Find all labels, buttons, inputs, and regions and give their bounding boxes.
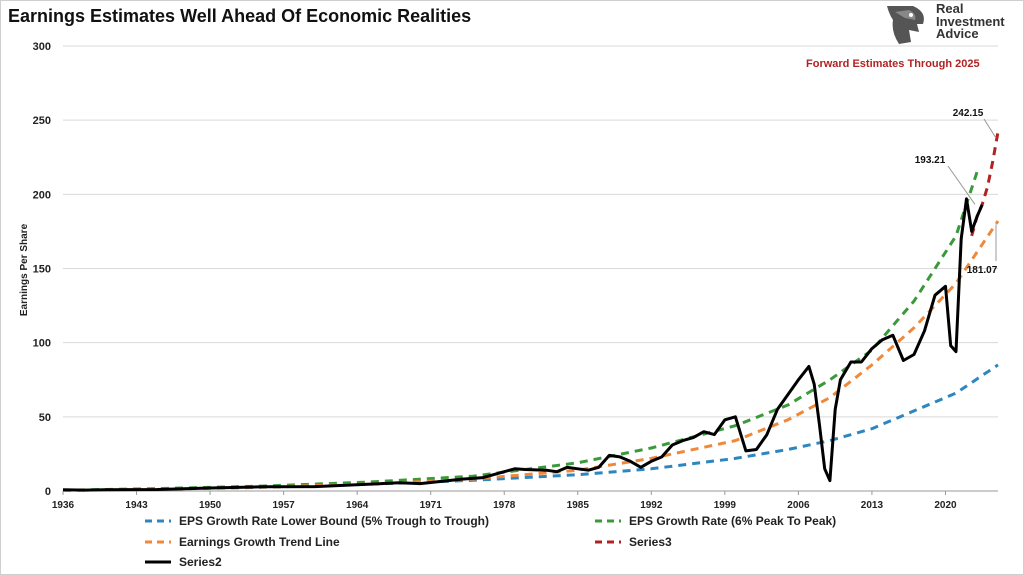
data-label: 181.07: [967, 265, 998, 276]
legend-swatch: [145, 540, 171, 544]
x-tick-label: 1957: [272, 500, 295, 511]
y-tick-label: 0: [45, 486, 51, 498]
data-label-leader: [983, 118, 997, 139]
x-tick-label: 1971: [420, 500, 443, 511]
data-label-leader: [947, 165, 976, 205]
series-line-series2: [62, 197, 984, 492]
y-tick-label: 250: [33, 115, 51, 127]
y-axis: 0 50 100 150 200 250 300: [33, 41, 51, 498]
logo-line-3: Advice: [936, 26, 979, 41]
legend-item: Series3: [595, 535, 672, 549]
gridlines: [63, 45, 998, 492]
legend-swatch: [145, 519, 171, 523]
legend-item: Earnings Growth Trend Line: [145, 535, 340, 549]
legend-swatch: [595, 519, 621, 523]
data-labels: 242.15 193.21 181.07: [915, 108, 998, 276]
x-tick-label: 1978: [493, 500, 516, 511]
x-axis: 1936 1943 1950 1957 1964 1971 1978 1985 1992 1999…: [52, 491, 957, 511]
x-tick-label: 1985: [567, 500, 590, 511]
x-tick-label: 1950: [199, 500, 222, 511]
eagle-head-icon: [887, 6, 924, 44]
x-tick-label: 1943: [125, 500, 148, 511]
x-tick-label: 2006: [787, 500, 810, 511]
logo: Real Investment Advice: [883, 2, 1013, 46]
y-tick-label: 150: [33, 264, 51, 276]
legend-item: EPS Growth Rate Lower Bound (5% Trough t…: [145, 514, 489, 528]
legend-swatch: [595, 540, 621, 544]
series-line-earnings-growth-trend-line: [62, 220, 1000, 492]
y-tick-label: 50: [39, 412, 51, 424]
x-tick-label: 1964: [346, 500, 369, 511]
y-tick-label: 200: [33, 189, 51, 201]
legend-item: Series2: [145, 555, 222, 569]
legend-label: EPS Growth Rate Lower Bound (5% Trough t…: [179, 514, 489, 528]
chart-title: Earnings Estimates Well Ahead Of Economi…: [8, 6, 472, 26]
legend-label: Earnings Growth Trend Line: [179, 535, 340, 549]
x-tick-label: 1936: [52, 500, 75, 511]
y-tick-label: 300: [33, 41, 51, 53]
legend-item: EPS Growth Rate (6% Peak To Peak): [595, 514, 836, 528]
logo-line-2: Investment: [936, 13, 1005, 29]
x-tick-label: 1999: [714, 500, 737, 511]
series-line-eps-growth-rate-lower-bound-5-trough-to-trough: [62, 363, 999, 492]
forward-estimates-annotation: Forward Estimates Through 2025: [806, 58, 980, 70]
legend-swatch: [145, 560, 171, 564]
x-tick-label: 2020: [934, 500, 957, 511]
data-label: 193.21: [915, 155, 946, 166]
y-axis-label: Earnings Per Share: [19, 223, 30, 316]
legend-label: Series2: [179, 555, 222, 569]
series-line-eps-growth-rate-6-peak-to-peak: [62, 171, 979, 492]
logo-text: Real Investment Advice: [936, 1, 1005, 41]
x-tick-label: 2013: [861, 500, 884, 511]
legend-label: Series3: [629, 535, 672, 549]
x-tick-label: 1992: [640, 500, 663, 511]
legend-label: EPS Growth Rate (6% Peak To Peak): [629, 514, 837, 528]
series-lines: [62, 131, 1000, 492]
data-label: 242.15: [953, 108, 984, 119]
y-tick-label: 100: [33, 338, 51, 350]
logo-line-1: Real: [936, 1, 964, 16]
